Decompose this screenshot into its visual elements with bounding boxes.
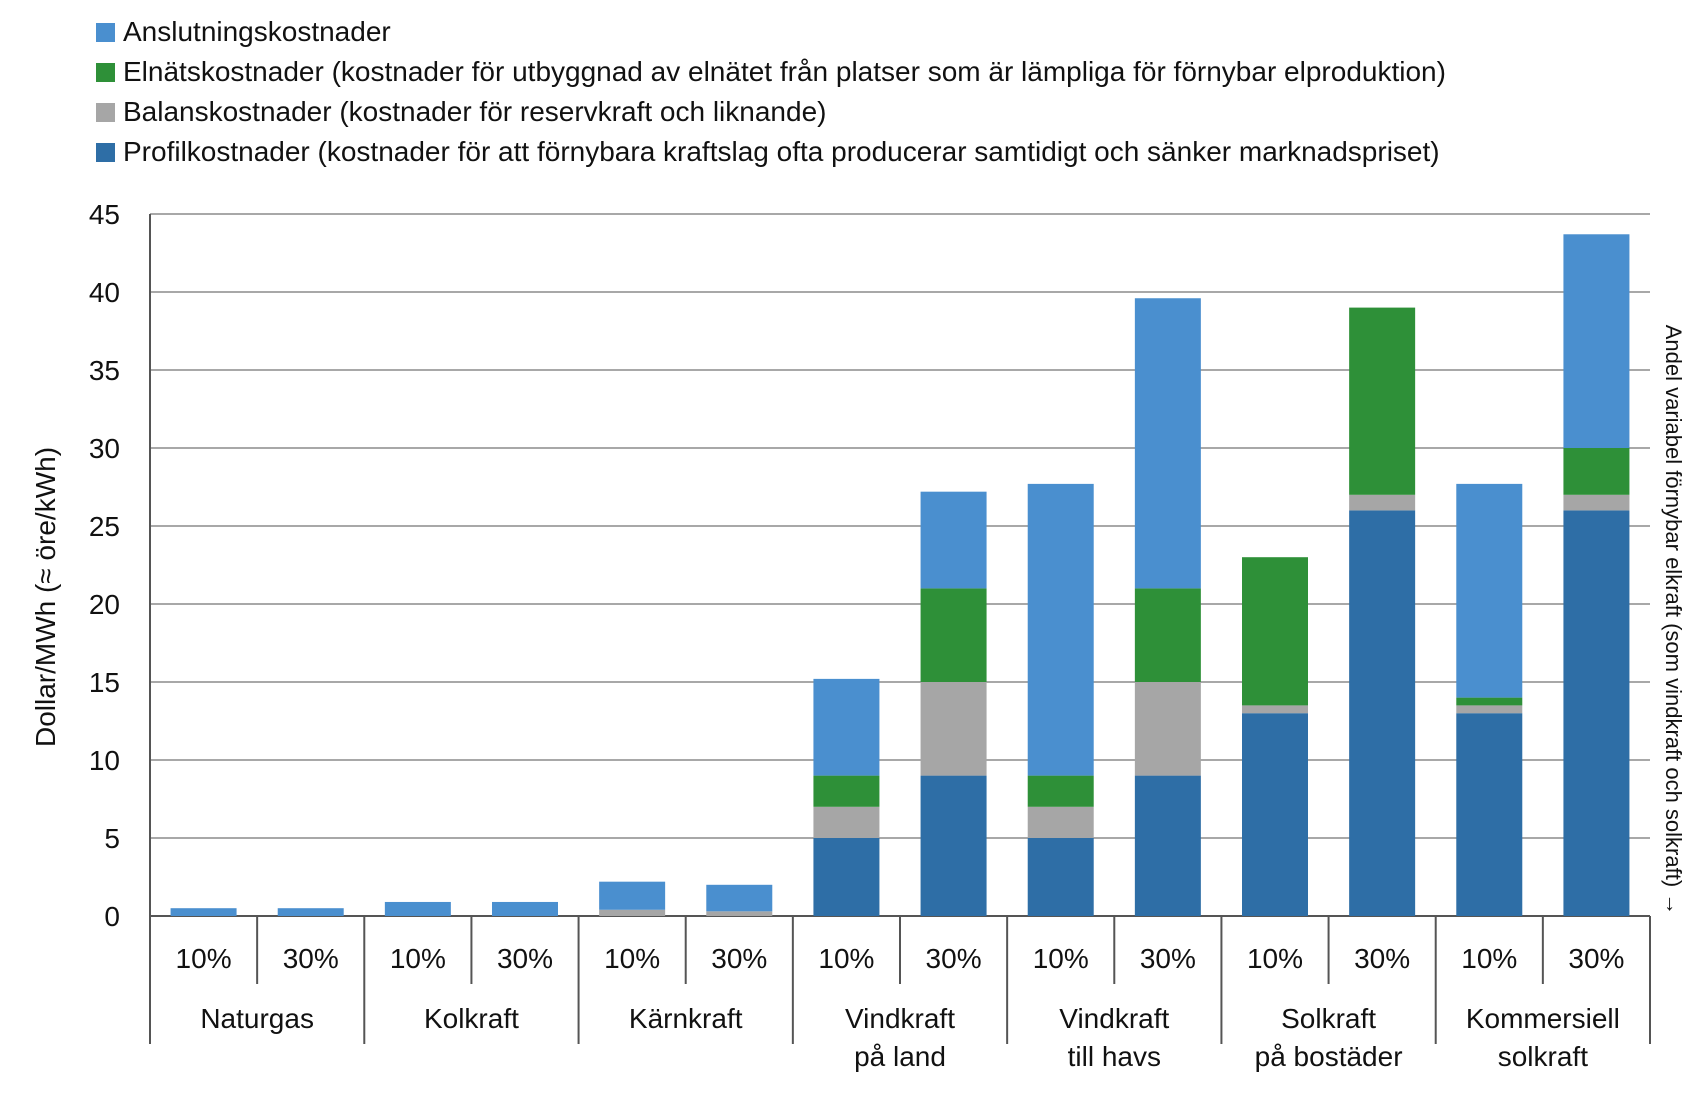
bar-segment: [813, 775, 880, 807]
bar-segment: [1349, 510, 1416, 916]
x-sub-label: 10%: [604, 943, 660, 974]
bar-segment: [813, 678, 880, 776]
bar-segment: [277, 908, 344, 916]
y-tick-label: 40: [89, 277, 120, 308]
bar-segment: [706, 911, 773, 916]
x-sub-label: 10%: [818, 943, 874, 974]
bar-segment: [1563, 448, 1630, 495]
x-group-label: på bostäder: [1255, 1041, 1403, 1072]
x-group-label: Kärnkraft: [629, 1003, 743, 1034]
legend-swatch: [96, 22, 115, 42]
x-sub-label: 30%: [711, 943, 767, 974]
x-sub-label: 30%: [1354, 943, 1410, 974]
x-group-label: Solkraft: [1281, 1003, 1376, 1034]
y-tick-label: 25: [89, 511, 120, 542]
y-tick-label: 5: [104, 823, 120, 854]
bar-segment: [1456, 713, 1523, 916]
y-axis-title: Dollar/MWh (≈ öre/kWh): [30, 447, 61, 747]
bar-segment: [813, 806, 880, 838]
x-group-label: på land: [854, 1041, 946, 1072]
x-sub-label: 30%: [283, 943, 339, 974]
legend: Anslutningskostnader Elnätskostnader (kos…: [96, 12, 1446, 172]
bar-segment: [1242, 557, 1308, 706]
x-group-label: Vindkraft: [845, 1003, 955, 1034]
x-sub-label: 10%: [176, 943, 232, 974]
bar-segment: [1349, 307, 1416, 495]
bar-segment: [1134, 298, 1201, 589]
bar-segment: [920, 682, 987, 776]
bar-segment: [1242, 713, 1308, 916]
x-sub-label: 10%: [1461, 943, 1517, 974]
x-group-label: Kommersiell: [1466, 1003, 1620, 1034]
x-group-label: till havs: [1068, 1041, 1161, 1072]
bar-segment: [1456, 483, 1523, 698]
bar-segment: [1456, 697, 1523, 706]
x-group-label: Naturgas: [200, 1003, 314, 1034]
bar-segment: [1134, 682, 1201, 776]
y-tick-label: 10: [89, 745, 120, 776]
bar-segment: [920, 588, 987, 682]
legend-item: Elnätskostnader (kostnader för utbyggnad…: [96, 52, 1446, 92]
x-sub-label: 30%: [1568, 943, 1624, 974]
x-group-label: Kolkraft: [424, 1003, 519, 1034]
bar-segment: [1134, 775, 1201, 916]
x-group-label: solkraft: [1498, 1041, 1588, 1072]
y-tick-label: 15: [89, 667, 120, 698]
bar-segment: [1027, 775, 1094, 807]
y-tick-label: 45: [89, 199, 120, 230]
legend-swatch: [96, 142, 115, 162]
bar-segment: [1242, 705, 1308, 714]
bar-segment: [599, 909, 666, 916]
legend-label: Balanskostnader (kostnader för reservkra…: [123, 96, 827, 127]
legend-label: Anslutningskostnader: [123, 16, 391, 47]
legend-label: Elnätskostnader (kostnader för utbyggnad…: [123, 56, 1446, 87]
y-tick-label: 35: [89, 355, 120, 386]
bar-segment: [1027, 838, 1094, 916]
legend-item: Anslutningskostnader: [96, 12, 1446, 52]
bar-segment: [1456, 705, 1523, 714]
x-sub-label: 10%: [390, 943, 446, 974]
bar-segment: [1027, 483, 1094, 776]
bar-segment: [1563, 234, 1630, 448]
bar-segment: [1349, 494, 1416, 511]
legend-swatch: [96, 62, 115, 82]
bar-segment: [599, 881, 666, 910]
bar-segment: [813, 838, 880, 916]
bar-segment: [492, 901, 558, 916]
y-tick-label: 0: [104, 901, 120, 932]
bar-segment: [1563, 494, 1630, 511]
x-sub-label: 10%: [1033, 943, 1089, 974]
right-axis-note: Andel variabel förnybar elkraft (som vin…: [1661, 325, 1686, 916]
bar-segment: [920, 491, 987, 589]
legend-item: Balanskostnader (kostnader för reservkra…: [96, 92, 1446, 132]
bar-segment: [1027, 806, 1094, 838]
bar-segment: [1563, 510, 1630, 916]
bar-segment: [170, 908, 237, 916]
x-sub-label: 10%: [1247, 943, 1303, 974]
x-group-label: Vindkraft: [1059, 1003, 1169, 1034]
x-sub-label: 30%: [1140, 943, 1196, 974]
bar-segment: [384, 901, 451, 916]
legend-label: Profilkostnader (kostnader för att förny…: [123, 136, 1440, 167]
bar-segment: [1134, 588, 1201, 682]
y-tick-label: 30: [89, 433, 120, 464]
x-sub-label: 30%: [497, 943, 553, 974]
y-tick-label: 20: [89, 589, 120, 620]
bar-segment: [920, 775, 987, 916]
bar-segment: [706, 884, 773, 912]
x-sub-label: 30%: [926, 943, 982, 974]
legend-swatch: [96, 102, 115, 122]
legend-item: Profilkostnader (kostnader för att förny…: [96, 132, 1446, 172]
